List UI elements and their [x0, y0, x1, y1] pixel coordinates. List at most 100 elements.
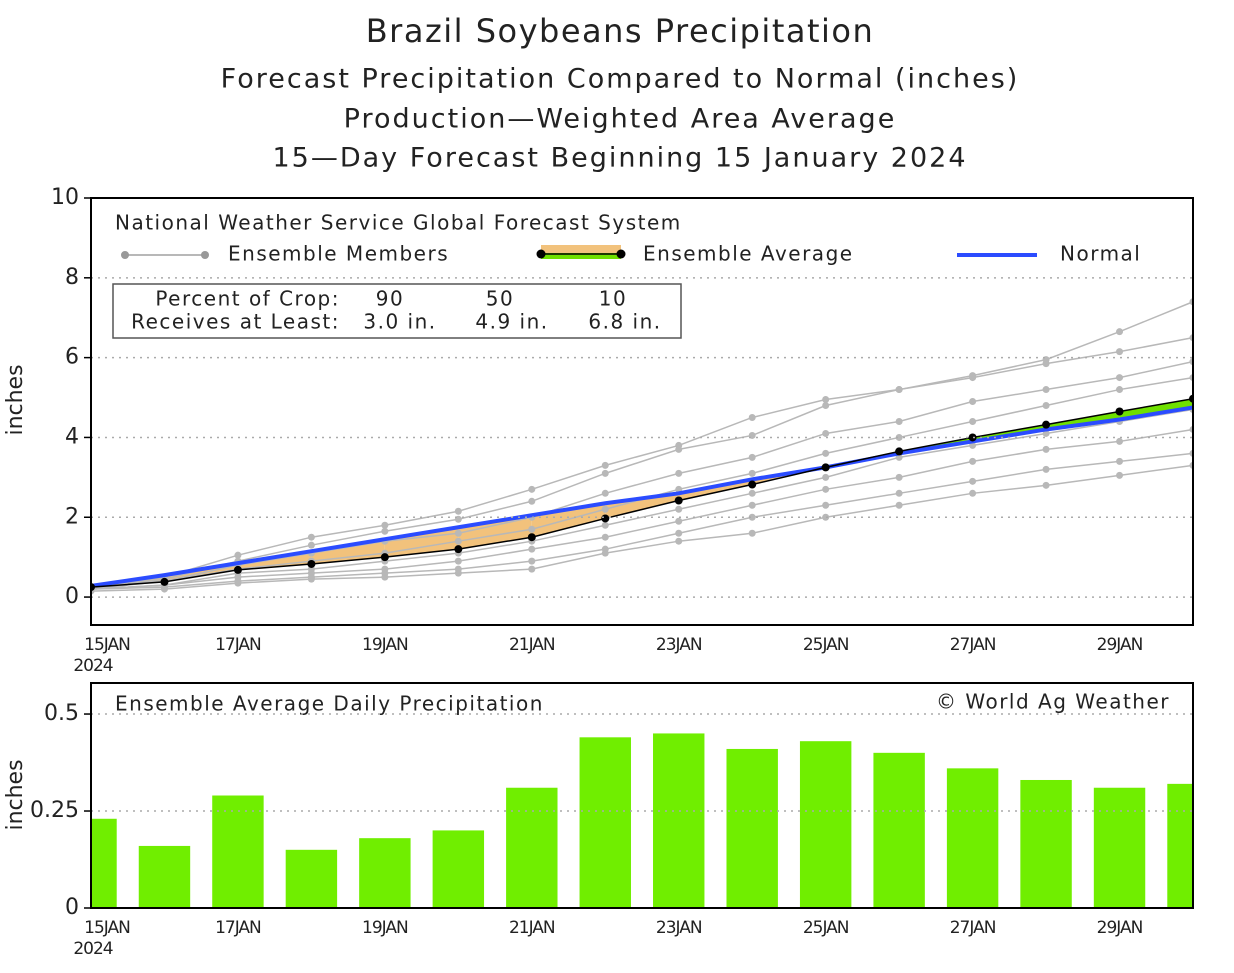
annotation: Ensemble Average Daily Precipitation [115, 692, 544, 716]
bar [138, 845, 191, 908]
legend-label: Ensemble Average [643, 242, 854, 266]
member-point [1116, 457, 1124, 465]
member-point [1116, 328, 1124, 336]
member-point [601, 469, 609, 477]
average-point [1115, 407, 1124, 416]
fill-between [605, 493, 679, 519]
crop-table-cell: 10 [599, 287, 627, 311]
member-point [454, 557, 462, 565]
member-point [1116, 348, 1124, 356]
member-point [822, 449, 830, 457]
member-point [1116, 374, 1124, 382]
member-point [1042, 445, 1050, 453]
credit: © World Ag Weather [936, 690, 1170, 714]
bar [285, 849, 338, 908]
member-point [822, 402, 830, 410]
member-point [822, 513, 830, 521]
member-point [528, 557, 536, 565]
fill-between [531, 503, 606, 538]
average-point [895, 447, 904, 456]
member-point [528, 525, 536, 533]
member-point [1042, 402, 1050, 410]
x-tick-label: 19JAN [362, 918, 408, 938]
member-point [748, 453, 756, 461]
crop-table-cell: 4.9 in. [475, 310, 548, 334]
member-point [1042, 360, 1050, 368]
bar [1020, 779, 1072, 908]
x-sublabel: 2024 [73, 939, 112, 959]
legend-swatch [201, 251, 209, 259]
y-axis-label: inches [3, 759, 28, 830]
average-point [160, 577, 169, 586]
y-tick-label: 0.5 [44, 701, 79, 726]
member-point [1116, 386, 1124, 394]
legend-swatch [121, 251, 129, 259]
legend-swatch [616, 249, 626, 259]
member-line [91, 336, 1193, 590]
average-point [233, 565, 242, 574]
fill-between [1119, 398, 1193, 420]
member-line [91, 464, 1193, 592]
member-point [895, 433, 903, 441]
subtitle: Production—Weighted Area Average [344, 104, 897, 135]
legend-swatch [536, 249, 546, 259]
member-point [528, 485, 536, 493]
member-line [91, 408, 1193, 590]
crop-table-cell: Percent of Crop: [155, 287, 340, 311]
member-point [601, 489, 609, 497]
crop-table-cell: 6.8 in. [588, 310, 661, 334]
x-sublabel: 2024 [73, 656, 112, 676]
member-point [822, 429, 830, 437]
member-point [601, 461, 609, 469]
member-point [1042, 465, 1050, 473]
average-point [968, 433, 977, 442]
bar [873, 752, 925, 908]
crop-table-cell: Receives at Least: [131, 310, 340, 334]
average-line [91, 397, 1193, 588]
member-point [528, 497, 536, 505]
bar [359, 838, 411, 908]
member-point [748, 501, 756, 509]
member-point [895, 473, 903, 481]
member-point [528, 565, 536, 573]
y-tick-label: 6 [65, 345, 79, 370]
member-point [969, 417, 977, 425]
member-point [1116, 471, 1124, 479]
x-tick-label: 15JAN [84, 918, 130, 938]
member-point [675, 505, 683, 513]
average-point [1042, 420, 1051, 429]
member-point [454, 529, 462, 537]
member-point [1042, 481, 1050, 489]
bar [506, 787, 558, 908]
member-line [91, 376, 1193, 588]
average-point [527, 533, 536, 542]
member-point [748, 513, 756, 521]
x-tick-label: 23JAN [656, 918, 702, 938]
bar [91, 818, 117, 908]
member-point [601, 533, 609, 541]
bar [653, 733, 705, 908]
bar [799, 741, 852, 908]
member-point [969, 489, 977, 497]
member-line [91, 301, 1193, 590]
member-line [91, 452, 1193, 590]
member-point [748, 529, 756, 537]
member-point [748, 489, 756, 497]
bar [212, 795, 264, 908]
average-point [307, 559, 316, 568]
member-point [307, 575, 315, 583]
member-point [381, 527, 389, 535]
x-tick-label: 19JAN [362, 635, 408, 655]
member-point [822, 473, 830, 481]
x-tick-label: 21JAN [509, 918, 555, 938]
average-point [454, 545, 463, 554]
average-point [748, 480, 757, 489]
crop-table-cell: 3.0 in. [363, 310, 436, 334]
annotation: National Weather Service Global Forecast… [115, 211, 682, 235]
member-point [601, 549, 609, 557]
member-point [675, 529, 683, 537]
x-tick-label: 17JAN [215, 918, 261, 938]
subtitle: Forecast Precipitation Compared to Norma… [221, 64, 1020, 95]
x-tick-label: 25JAN [803, 918, 849, 938]
legend-label: Ensemble Members [228, 242, 449, 266]
